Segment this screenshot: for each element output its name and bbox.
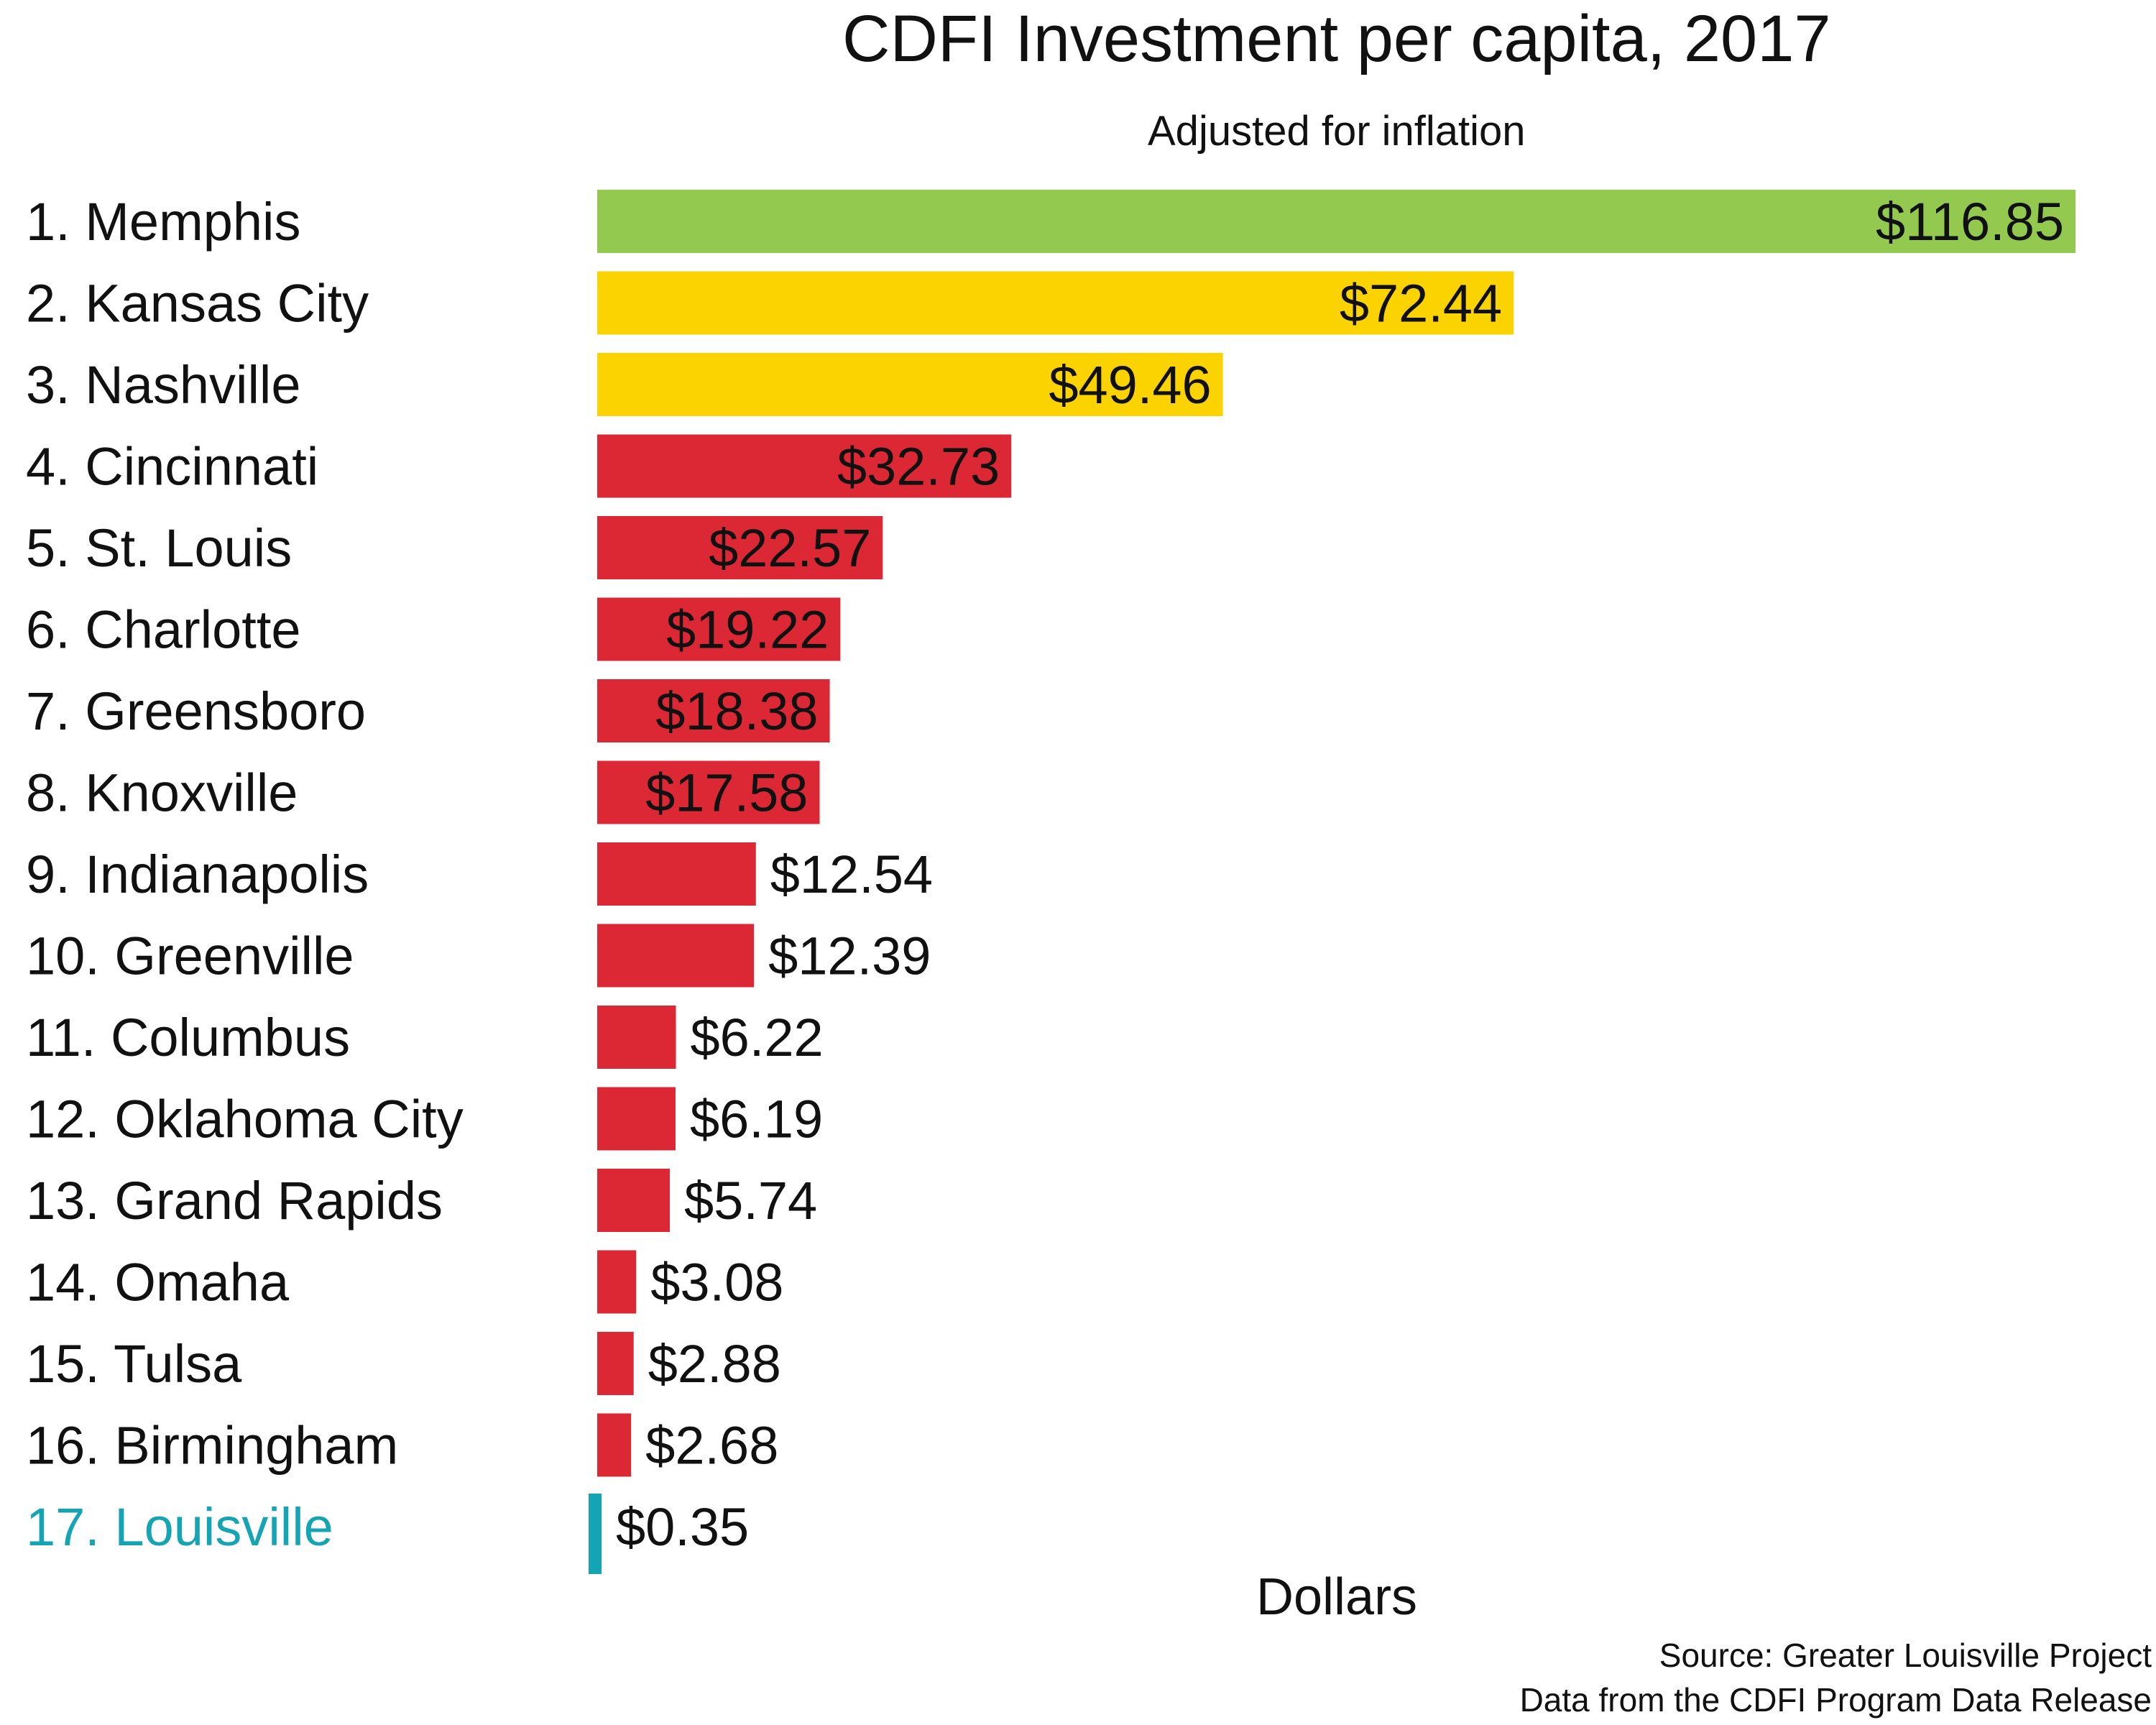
category-label: 2. Kansas City [26,274,369,334]
bar [597,516,883,579]
bar [597,1250,637,1314]
value-label: $72.44 [1340,274,1502,334]
value-label: $12.39 [768,926,931,986]
category-label: 1. Memphis [26,192,300,252]
category-label: 7. Greensboro [26,681,366,741]
bar [597,679,830,742]
value-label: $49.46 [1049,355,1211,415]
source-note: Source: Greater Louisville Project [1659,1637,2152,1674]
category-label: 8. Knoxville [26,763,298,823]
value-label: $17.58 [645,763,808,823]
bar [597,1332,634,1395]
value-label: $2.68 [645,1416,778,1476]
bar [589,1494,602,1574]
bar [597,271,1514,335]
value-label: $6.19 [690,1090,823,1149]
chart-subtitle: Adjusted for inflation [1148,108,1526,155]
bar [597,1169,671,1232]
value-label: $18.38 [655,681,818,741]
value-label: $22.57 [709,518,871,578]
value-label: $0.35 [616,1497,749,1557]
data-release-note: Data from the CDFI Program Data Release [1519,1681,2152,1719]
value-label: $6.22 [690,1008,823,1067]
category-label: 3. Nashville [26,355,301,415]
value-label: $5.74 [684,1171,817,1230]
value-label: $3.08 [650,1253,783,1312]
category-label: 13. Grand Rapids [26,1171,443,1230]
category-label: 14. Omaha [26,1253,290,1312]
category-label: 12. Oklahoma City [26,1090,464,1149]
category-label: 17. Louisville [26,1497,333,1557]
bar [597,597,841,661]
value-label: $12.54 [770,845,933,904]
bar [597,924,755,988]
value-label: $2.88 [648,1334,781,1394]
category-label: 4. Cincinnati [26,437,318,497]
bar [597,1006,676,1069]
chart-title: CDFI Investment per capita, 2017 [842,2,1831,75]
bar [597,760,820,824]
value-label: $19.22 [666,600,829,660]
category-label: 5. St. Louis [26,518,292,578]
value-label: $32.73 [837,437,1000,497]
category-label: 10. Greenville [26,926,354,986]
bar [597,1413,632,1477]
value-label: $116.85 [1876,192,2064,252]
bar [597,842,756,906]
category-label: 15. Tulsa [26,1334,242,1394]
bar [597,1087,676,1151]
bar [597,434,1012,498]
bar [597,353,1223,416]
bar [597,190,2076,253]
category-label: 6. Charlotte [26,600,301,660]
category-label: 11. Columbus [26,1008,350,1067]
x-axis-label: Dollars [1256,1568,1418,1626]
category-label: 9. Indianapolis [26,845,369,904]
category-label: 16. Birmingham [26,1416,398,1476]
